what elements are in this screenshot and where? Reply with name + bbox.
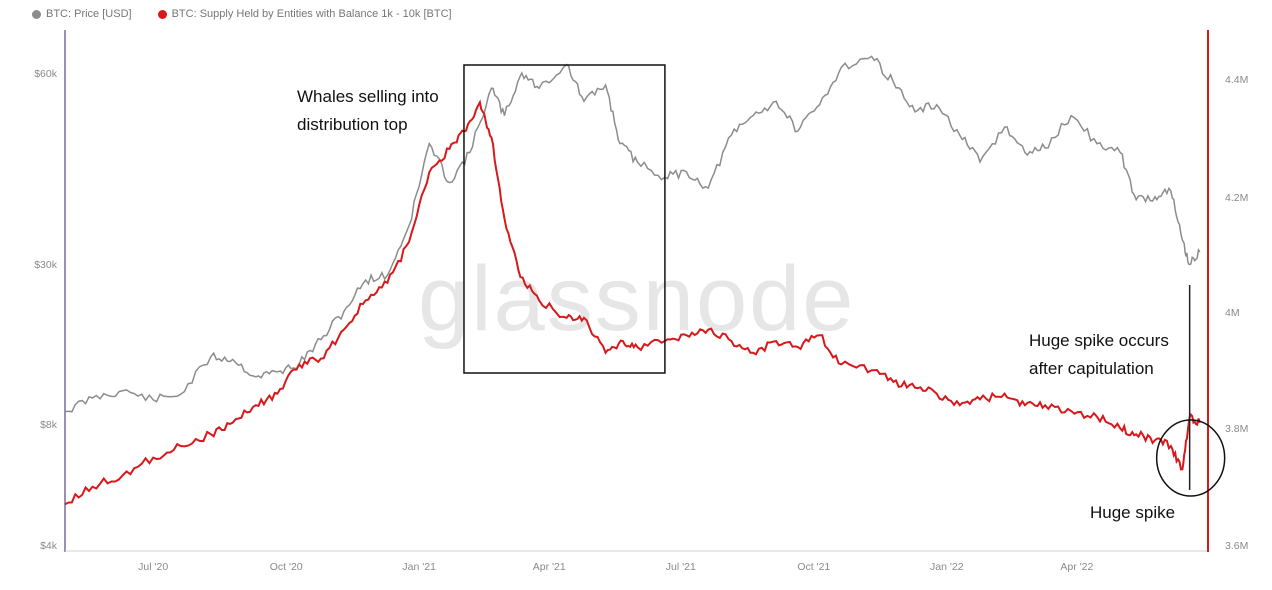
series-line-price <box>64 55 1201 413</box>
legend-label-supply: BTC: Supply Held by Entities with Balanc… <box>171 8 452 20</box>
y-right-tick-label: 3.6M <box>1225 540 1248 552</box>
y-right-tick-label: 3.8M <box>1225 423 1248 435</box>
watermark: glassnode <box>418 248 855 350</box>
axes-layer: $60k $30k $8k $4k 4.4M 4.2M 4M 3.8M 3.6M Jul '20 O… <box>34 30 1248 573</box>
legend-item-supply[interactable]: BTC: Supply Held by Entities with Balanc… <box>157 8 452 20</box>
y-right-tick-label: 4.4M <box>1225 74 1248 86</box>
x-tick-label: Jan '22 <box>930 561 964 573</box>
x-tick-label: Jul '20 <box>138 561 168 573</box>
x-tick-label: Jul '21 <box>666 561 696 573</box>
y-left-tick-label: $8k <box>40 419 58 431</box>
x-tick-label: Apr '21 <box>533 561 566 573</box>
y-right-tick-label: 4M <box>1225 307 1240 319</box>
legend-item-price[interactable]: BTC: Price [USD] <box>32 8 132 20</box>
y-left-tick-label: $4k <box>40 540 58 552</box>
y-left-tick-label: $30k <box>34 259 58 271</box>
annotation-whales-line2: distribution top <box>297 115 408 134</box>
y-right-tick-label: 4.2M <box>1225 192 1248 204</box>
legend-dot-supply <box>157 9 167 19</box>
distribution-highlight-box <box>463 64 666 374</box>
x-tick-label: Apr '22 <box>1060 561 1093 573</box>
x-tick-label: Oct '20 <box>270 561 303 573</box>
y-left-tick-label: $60k <box>34 68 58 80</box>
annotation-spike-line2: after capitulation <box>1029 359 1154 378</box>
series-line-supply <box>64 99 1201 506</box>
chart-legend: BTC: Price [USD] BTC: Supply Held by Ent… <box>32 8 452 20</box>
x-tick-label: Oct '21 <box>797 561 830 573</box>
annotation-layer: Whales selling into distribution top Hug… <box>297 87 1175 522</box>
legend-label-price: BTC: Price [USD] <box>46 8 132 20</box>
spike-highlight-circle <box>1155 419 1226 497</box>
x-tick-label: Jan '21 <box>402 561 436 573</box>
series-layer <box>64 55 1226 506</box>
annotation-whales-line1: Whales selling into <box>297 87 439 106</box>
legend-dot-price <box>32 9 41 19</box>
annotation-spike-label: Huge spike <box>1090 503 1175 522</box>
annotation-spike-line1: Huge spike occurs <box>1029 331 1169 350</box>
